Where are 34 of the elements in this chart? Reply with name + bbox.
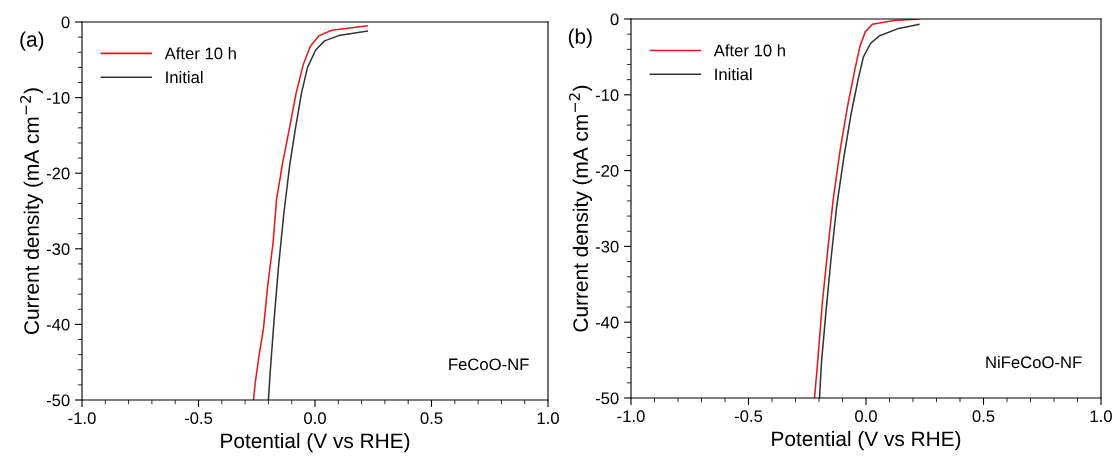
y-tick-label: -20 (46, 167, 70, 180)
legend-label: After 10 h (713, 44, 785, 57)
legend-label: After 10 h (164, 47, 236, 60)
legend-label: Initial (715, 68, 752, 81)
x-tick-label: 0.0 (304, 412, 326, 425)
y-tick-label: -10 (46, 92, 70, 104)
x-tick-label: 1.0 (1090, 410, 1112, 423)
annotation: FeCoO-NF (449, 358, 529, 371)
y-tick-label: -50 (595, 392, 619, 405)
y-axis-title: Current density (mA cm$^{−2}$) (569, 85, 593, 332)
y-tick-label: -40 (46, 318, 70, 331)
x-tick-label: 0.5 (972, 410, 995, 423)
x-tick-label: -1.0 (617, 410, 645, 423)
y-tick-label: 0 (61, 16, 70, 29)
annotation: NiFeCoO-NF (986, 355, 1082, 369)
text: (a) (20, 31, 44, 51)
y-tick-label: -50 (46, 394, 70, 407)
x-axis-title: Potential (V vs RHE) (772, 430, 961, 451)
x-tick-label: 1.0 (537, 412, 559, 425)
y-tick-label: 0 (610, 13, 619, 26)
x-axis-title: Potential (V vs RHE) (221, 432, 410, 453)
x-tick-label: -0.5 (734, 410, 763, 423)
legend-label: Initial (166, 70, 203, 84)
y-tick-label: -10 (595, 89, 619, 101)
y-tick-label: -30 (46, 243, 70, 255)
x-tick-label: -1.0 (68, 412, 96, 425)
y-tick-label: -30 (595, 240, 619, 253)
x-tick-label: 0.5 (420, 412, 443, 425)
y-tick-label: -20 (595, 165, 619, 177)
y-axis-title: Current density (mA cm$^{−2}$) (20, 88, 44, 334)
x-tick-label: 0.0 (855, 410, 877, 423)
x-tick-label: -0.5 (184, 412, 213, 425)
y-tick-label: -40 (595, 316, 619, 329)
text: (b) (568, 28, 592, 48)
